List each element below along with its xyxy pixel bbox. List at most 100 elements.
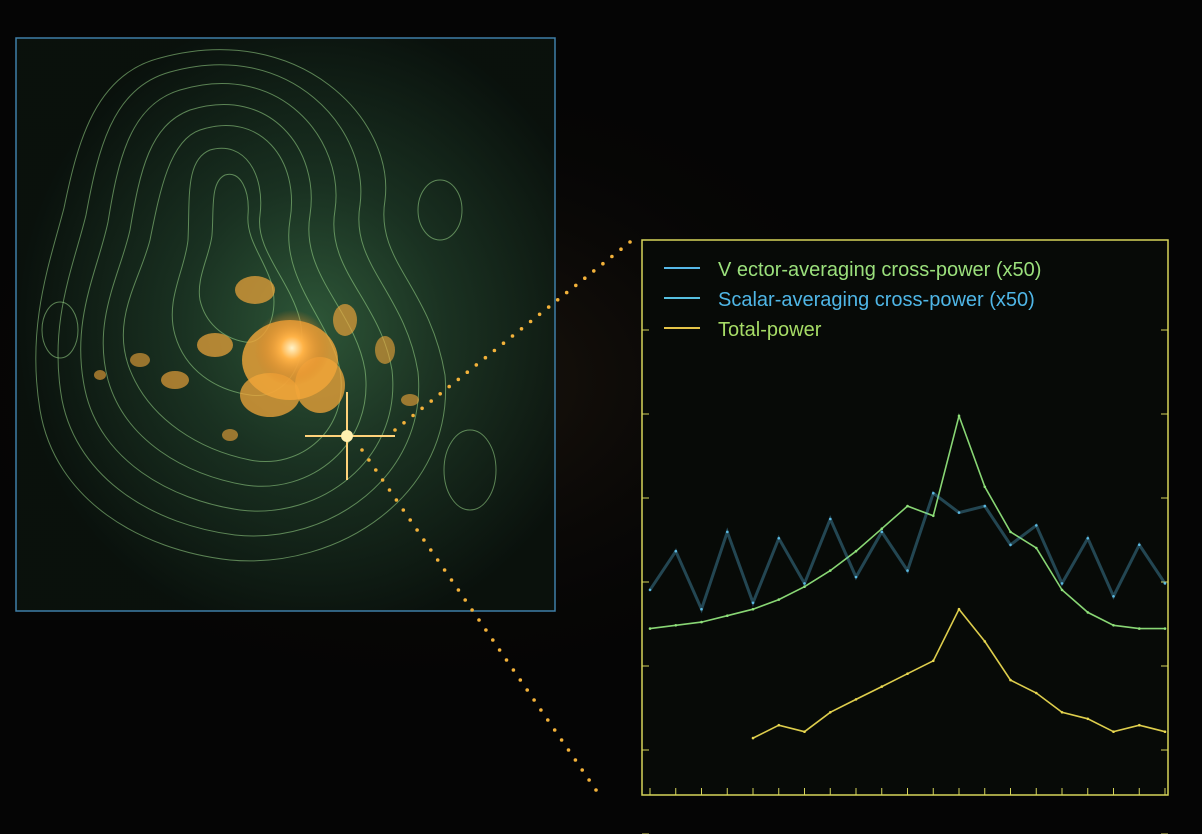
connector-dot — [518, 678, 523, 682]
connector-dot — [519, 327, 524, 331]
series-vector-averaging-point — [880, 527, 884, 530]
connector-dot — [438, 392, 443, 396]
series-total-power-point — [1112, 730, 1115, 733]
contour-1 — [122, 125, 342, 462]
star-glow — [341, 430, 353, 442]
series-scalar-averaging-point — [1086, 537, 1090, 540]
series-total-power-point — [1035, 691, 1038, 695]
connector-dot — [402, 421, 406, 425]
connector-dot — [393, 428, 397, 432]
contour-lines — [35, 49, 497, 562]
connector-dot — [420, 406, 424, 411]
connector-dot — [497, 648, 502, 652]
connector-dot — [491, 638, 495, 642]
series-vector-averaging-point — [726, 614, 729, 617]
connector-dot — [504, 658, 509, 662]
series-vector-averaging-point — [932, 514, 935, 518]
orange-emission — [94, 276, 419, 441]
contour-8 — [417, 179, 463, 241]
series-scalar-averaging-point — [700, 607, 703, 611]
series-vector-averaging-point — [648, 627, 652, 630]
connector-dot — [401, 508, 406, 512]
connector-dot — [592, 269, 596, 273]
emission-blob-9 — [130, 353, 150, 367]
connector-dot — [511, 668, 516, 672]
series-scalar-averaging-point — [983, 504, 987, 508]
series-total-power-point — [983, 640, 987, 643]
connector-dot — [539, 708, 543, 712]
connector-dot — [546, 305, 551, 309]
connector-dot — [456, 588, 461, 592]
connector-dot — [415, 528, 419, 532]
connector-dot — [380, 478, 385, 482]
dotted-connectors — [360, 240, 632, 792]
series-scalar-averaging-point — [854, 575, 858, 579]
series-total-power-point — [803, 730, 806, 733]
connector-dot — [628, 240, 632, 244]
connector-dot — [456, 377, 461, 382]
series-vector-averaging-point — [803, 585, 806, 588]
series-total-power-point — [1060, 711, 1064, 714]
connector-dot — [510, 334, 515, 338]
connector-dot — [528, 319, 533, 324]
connector-dot — [470, 608, 474, 612]
connector-dot — [583, 276, 587, 281]
contour-2 — [102, 104, 367, 487]
series-total-power-point — [829, 711, 832, 714]
series-total-power-point — [880, 685, 884, 688]
series-total-power-point — [932, 659, 935, 663]
connector-dot — [610, 254, 614, 259]
emission-blob-6 — [161, 371, 189, 389]
emission-blob-5 — [235, 276, 275, 304]
series-total-power-point — [1086, 717, 1090, 721]
series-vector-averaging-point — [854, 549, 858, 553]
connector-dot — [525, 688, 529, 692]
connector-dot — [555, 298, 560, 302]
plot-area — [648, 413, 1167, 740]
connector-dot — [501, 341, 506, 346]
series-scalar-averaging-point — [1112, 595, 1115, 598]
legend-label-scalar: Scalar-averaging cross-power (x50) — [718, 289, 1035, 311]
legend: V ector-averaging cross-power (x50) Scal… — [664, 259, 1041, 341]
series-scalar-averaging-point — [1163, 582, 1167, 585]
connector-dot — [594, 788, 598, 792]
connector-dot — [601, 261, 605, 266]
connector-dot — [394, 498, 399, 502]
series-vector-averaging-point — [1163, 627, 1167, 630]
connector-dot — [573, 758, 578, 762]
emission-blob-12 — [222, 429, 238, 441]
emission-blob-8 — [375, 336, 395, 364]
series-scalar-averaging-point — [906, 569, 909, 572]
series-vector-averaging-point — [700, 620, 703, 624]
connector-dot — [474, 363, 479, 367]
connector-dot — [408, 518, 413, 522]
series-vector-averaging-point — [1086, 611, 1090, 614]
emission-blob-10 — [401, 394, 419, 406]
series-total-power-point — [1163, 730, 1167, 733]
series-scalar-averaging-point — [674, 549, 678, 553]
emission-blob-11 — [94, 370, 106, 380]
series-scalar-averaging-point — [1060, 582, 1064, 585]
series-scalar-averaging-point — [1035, 524, 1038, 527]
series-scalar-averaging-point — [1009, 543, 1012, 547]
series-vector-averaging-point — [777, 598, 781, 601]
series-scalar-averaging-point — [726, 530, 729, 534]
series-total-power-point — [854, 698, 858, 701]
series-scalar-averaging-point — [932, 491, 935, 495]
chart-panel: V ector-averaging cross-power (x50) Scal… — [641, 239, 1169, 834]
connector-dot — [374, 468, 378, 472]
connector-dot — [429, 548, 433, 552]
connector-dot — [367, 458, 371, 462]
series-vector-averaging-point — [751, 607, 755, 611]
connector-dot — [483, 355, 488, 360]
series-scalar-averaging-point — [1138, 543, 1141, 547]
series-scalar-averaging-point — [880, 530, 884, 534]
connector-dot — [387, 488, 392, 492]
connector-dot — [465, 370, 470, 375]
connector-dot — [442, 568, 447, 572]
connector-dot — [537, 312, 542, 317]
connector-dot — [564, 290, 569, 295]
emission-blob-4 — [197, 333, 233, 357]
connector-dot — [422, 538, 426, 542]
